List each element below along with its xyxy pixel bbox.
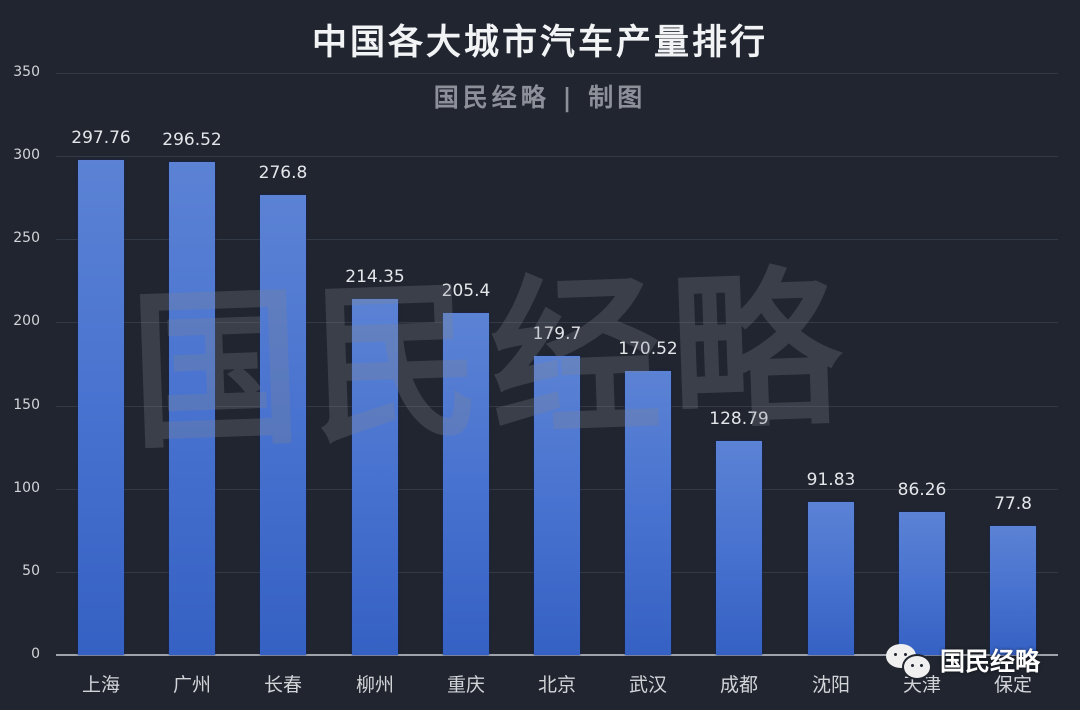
y-tick-label: 150 xyxy=(13,397,40,413)
bar xyxy=(260,195,306,655)
chart-title: 中国各大城市汽车产量排行 xyxy=(311,23,768,63)
bar xyxy=(169,162,215,655)
bar-value-label: 77.8 xyxy=(994,494,1032,514)
bar xyxy=(352,299,398,655)
wechat-badge-label: 国民经略 xyxy=(940,647,1041,676)
bar-value-label: 205.4 xyxy=(441,281,491,301)
bar xyxy=(625,371,671,655)
bar xyxy=(443,313,489,655)
bar-value-label: 276.8 xyxy=(258,163,308,183)
chart-subtitle: 国民经略 | 制图 xyxy=(433,83,647,112)
wechat-badge: 国民经略 xyxy=(886,640,1040,680)
bar-value-label: 297.76 xyxy=(71,128,131,148)
wechat-icon xyxy=(886,642,934,680)
x-tick-label: 广州 xyxy=(172,674,211,696)
bar-value-label: 179.7 xyxy=(532,324,582,344)
y-tick-label: 350 xyxy=(13,64,40,80)
gridline xyxy=(56,239,1058,240)
y-tick-label: 200 xyxy=(13,313,40,329)
y-tick-label: 50 xyxy=(22,563,40,579)
bar xyxy=(78,160,124,655)
gridline xyxy=(56,322,1058,323)
x-tick-label: 保定 xyxy=(993,674,1032,696)
bar xyxy=(534,356,580,655)
bar-value-label: 86.26 xyxy=(897,480,947,500)
x-axis-line xyxy=(56,654,1058,656)
bar-value-label: 128.79 xyxy=(709,409,769,429)
bar xyxy=(808,502,854,655)
x-tick-label: 长春 xyxy=(263,674,302,696)
bar-value-label: 91.83 xyxy=(806,470,856,490)
bar-value-label: 170.52 xyxy=(618,339,678,359)
x-tick-label: 北京 xyxy=(537,674,576,696)
y-tick-label: 250 xyxy=(13,230,40,246)
x-tick-label: 重庆 xyxy=(446,674,485,696)
bar xyxy=(716,441,762,655)
gridline xyxy=(56,156,1058,157)
bar xyxy=(990,526,1036,655)
bar xyxy=(899,512,945,655)
x-tick-label: 沈阳 xyxy=(811,674,850,696)
bar-value-label: 214.35 xyxy=(345,267,405,287)
x-tick-label: 柳州 xyxy=(355,674,394,696)
gridline xyxy=(56,73,1058,74)
y-tick-label: 300 xyxy=(13,147,40,163)
x-tick-label: 成都 xyxy=(719,674,758,696)
bar-value-label: 296.52 xyxy=(162,130,222,150)
y-tick-label: 0 xyxy=(31,646,40,662)
x-tick-label: 上海 xyxy=(81,674,120,696)
x-tick-label: 武汉 xyxy=(628,674,667,696)
y-tick-label: 100 xyxy=(13,480,40,496)
